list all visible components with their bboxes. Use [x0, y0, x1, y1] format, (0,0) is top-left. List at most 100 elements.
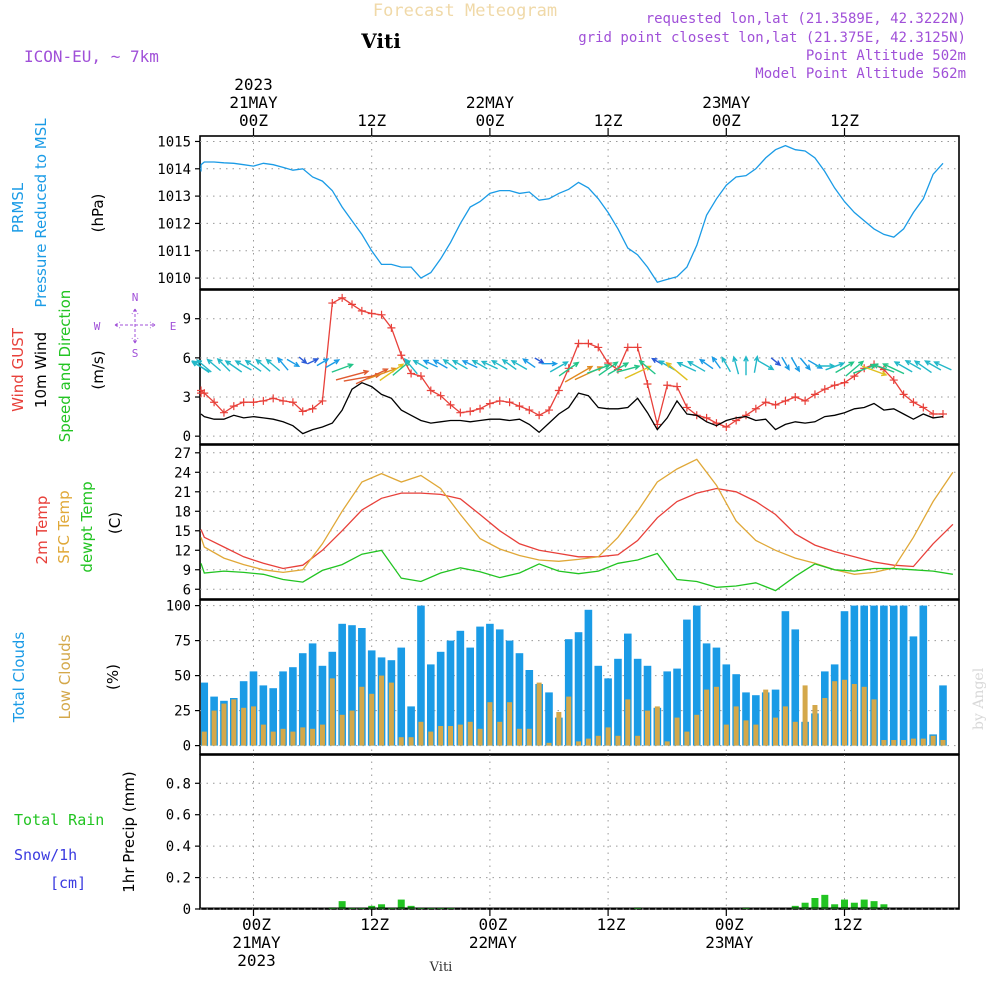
top-time-label: 12Z	[357, 111, 386, 130]
top-time-label: 2023	[234, 75, 273, 94]
pressure-frame	[199, 135, 960, 290]
low-cloud-bar	[467, 721, 473, 746]
low-cloud-bar	[625, 699, 631, 746]
total-cloud-bar	[614, 658, 622, 746]
total-cloud-bar	[722, 664, 731, 746]
rain-bar	[801, 902, 809, 909]
wind-direction-arrow	[206, 358, 222, 372]
low-cloud-bar	[231, 699, 237, 746]
low-cloud-bar	[684, 731, 690, 746]
top-time-label: 22MAY	[466, 93, 515, 112]
top-time-label: 12Z	[594, 111, 623, 130]
gust-point	[436, 391, 445, 400]
low-cloud-bar	[438, 726, 444, 746]
low-cloud-bar	[674, 717, 680, 746]
temp-ytick-label: 27	[174, 446, 191, 462]
rain-bar	[417, 908, 425, 909]
gust-point	[387, 323, 396, 332]
wind-direction-arrow	[379, 363, 405, 382]
watermark: by Angel	[971, 667, 987, 730]
temp-unit-label: (C)	[106, 512, 124, 534]
wind-ytick-label: 3	[183, 390, 191, 406]
low-cloud-bar	[910, 738, 916, 746]
wind-direction-arrow	[732, 355, 740, 375]
total-cloud-bar	[939, 685, 947, 746]
low-cloud-bar	[349, 710, 355, 746]
rain-bar	[880, 904, 888, 909]
label-layer: PRMSL Pressure Reduced to MSL (hPa) Wind GU…	[9, 118, 176, 893]
total-cloud-bar	[880, 605, 888, 746]
gust-point	[318, 396, 327, 405]
total-cloud-bar	[909, 636, 918, 746]
wind-direction-arrow	[244, 359, 262, 372]
gust-point	[594, 343, 603, 352]
panels-layer	[199, 135, 960, 910]
snow-unit-label: [cm]	[50, 874, 86, 892]
wind-direction-arrow	[501, 358, 517, 370]
low-cloud-bar	[842, 679, 847, 746]
pressure-ytick-label: 1014	[157, 162, 191, 178]
total-cloud-bar	[870, 605, 878, 746]
wind-direction-arrow	[665, 361, 688, 381]
bottom-time-label: 00Z	[478, 915, 507, 934]
low-cloud-bar	[359, 686, 365, 746]
low-cloud-bar	[802, 685, 808, 746]
wind-direction-arrow	[307, 358, 320, 365]
low-cloud-bar	[605, 727, 611, 746]
temp-frame	[199, 444, 960, 600]
total-cloud-bar	[624, 633, 632, 746]
wind-direction-arrow	[316, 358, 330, 367]
gust-point	[525, 406, 534, 415]
low-cloud-bar	[319, 724, 325, 746]
total-cloud-bar	[889, 605, 898, 746]
temp-2m-line	[200, 487, 954, 570]
clouds-ytick-label: 75	[174, 634, 191, 650]
pressure-unit-label: (hPa)	[89, 194, 107, 233]
top-time-label: 23MAY	[702, 93, 751, 112]
gust-point	[682, 403, 691, 412]
rain-bar	[407, 905, 415, 909]
low-clouds-label: Low Clouds	[56, 634, 74, 719]
wind-direction-arrow	[607, 362, 630, 376]
total-cloud-bar	[860, 605, 868, 746]
low-cloud-bar	[339, 714, 345, 746]
total-cloud-bar	[692, 605, 701, 746]
gust-point	[249, 398, 258, 407]
wind-direction-arrow	[522, 358, 536, 368]
total-cloud-bar	[781, 611, 790, 746]
wind-direction-arrow	[471, 359, 488, 370]
rain-bar	[811, 898, 819, 909]
gust-point	[239, 398, 248, 407]
wind-direction-arrow	[367, 367, 398, 380]
low-cloud-bar	[861, 686, 867, 746]
total-cloud-bar	[791, 629, 800, 746]
low-cloud-bar	[664, 741, 670, 746]
gust-point	[830, 381, 839, 390]
gust-point	[702, 413, 711, 422]
dewpt-line	[200, 549, 954, 592]
total-cloud-bar	[466, 647, 474, 746]
total-cloud-bar	[289, 667, 297, 746]
wind-direction-arrow	[721, 356, 732, 373]
gust-point	[308, 404, 317, 413]
temp-ytick-label: 24	[174, 465, 191, 481]
gust-point	[377, 310, 386, 319]
wind-direction-arrow	[325, 359, 341, 369]
total-cloud-bar	[752, 695, 760, 746]
low-cloud-bar	[782, 706, 788, 746]
total-cloud-bar	[308, 643, 317, 746]
wind-gust-label: Wind GUST	[9, 327, 27, 412]
requested-coords: requested lon,lat (21.3589E, 42.3222N)	[646, 11, 966, 27]
low-cloud-bar	[595, 735, 601, 746]
gust-point	[673, 382, 682, 391]
gust-point	[564, 364, 573, 373]
gust-point	[485, 399, 494, 408]
low-cloud-bar	[851, 684, 857, 746]
wind-direction-arrow	[616, 364, 641, 373]
wind-unit-label: (m/s)	[89, 350, 107, 389]
low-cloud-bar	[497, 721, 503, 746]
clouds-ytick-label: 0	[183, 739, 191, 755]
pressure-ytick-label: 1010	[157, 271, 191, 287]
wind-direction-arrow	[743, 355, 749, 376]
low-cloud-bar	[388, 682, 394, 746]
